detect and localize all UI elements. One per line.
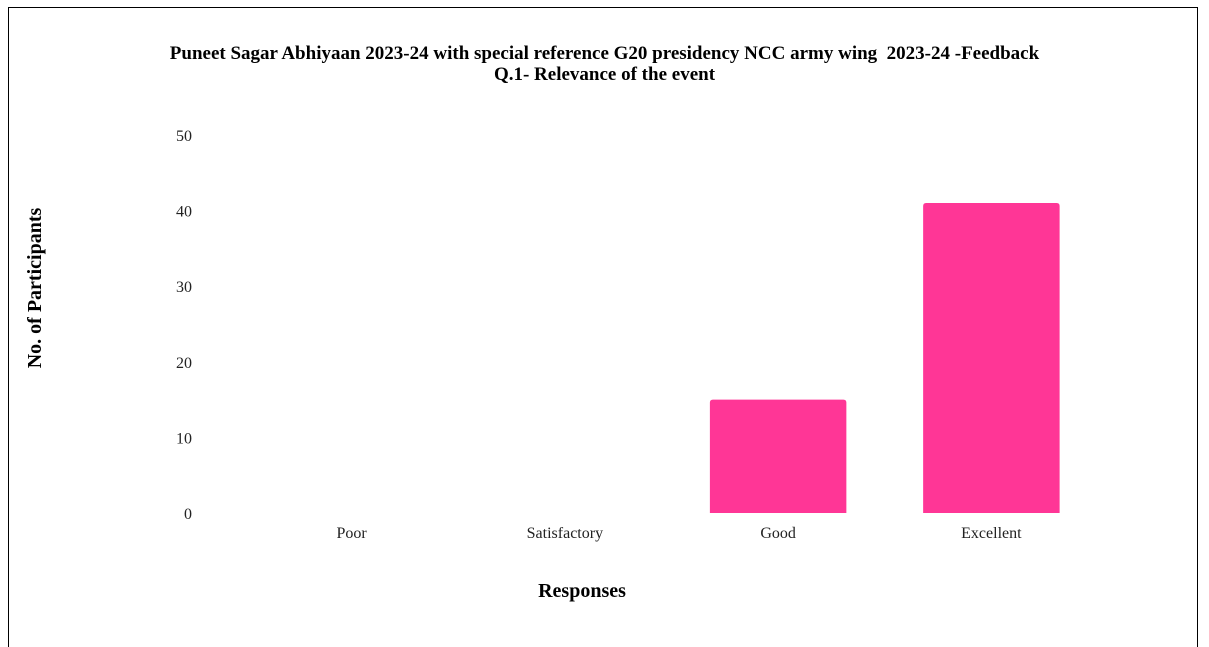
y-tick-label: 0	[184, 506, 192, 523]
bar-chart: 0 10 20 30 40 50 Poor Satisfactory Good Excellen…	[24, 128, 1060, 602]
x-tick-label: Poor	[337, 525, 368, 542]
chart-frame	[8, 7, 1198, 647]
x-tick-label: Excellent	[961, 525, 1022, 542]
x-axis-ticks: Poor Satisfactory Good Excellent	[337, 525, 1023, 542]
y-axis-ticks: 0 10 20 30 40 50	[176, 128, 192, 523]
y-axis-title: No. of Participants	[24, 208, 46, 369]
x-axis-title: Responses	[538, 580, 626, 602]
x-tick-label: Good	[760, 525, 796, 542]
y-tick-label: 10	[176, 430, 192, 447]
chart-subtitle: Q.1- Relevance of the event	[493, 64, 716, 85]
bars	[709, 203, 1060, 514]
y-tick-label: 30	[176, 279, 192, 296]
y-tick-label: 20	[176, 355, 192, 372]
x-tick-label: Satisfactory	[527, 525, 603, 542]
bar-excellent	[923, 203, 1060, 514]
y-tick-label: 40	[176, 204, 192, 221]
bar-good	[709, 399, 847, 513]
chart-title: Puneet Sagar Abhiyaan 2023-24 with speci…	[169, 43, 1040, 64]
y-tick-label: 50	[176, 128, 192, 145]
